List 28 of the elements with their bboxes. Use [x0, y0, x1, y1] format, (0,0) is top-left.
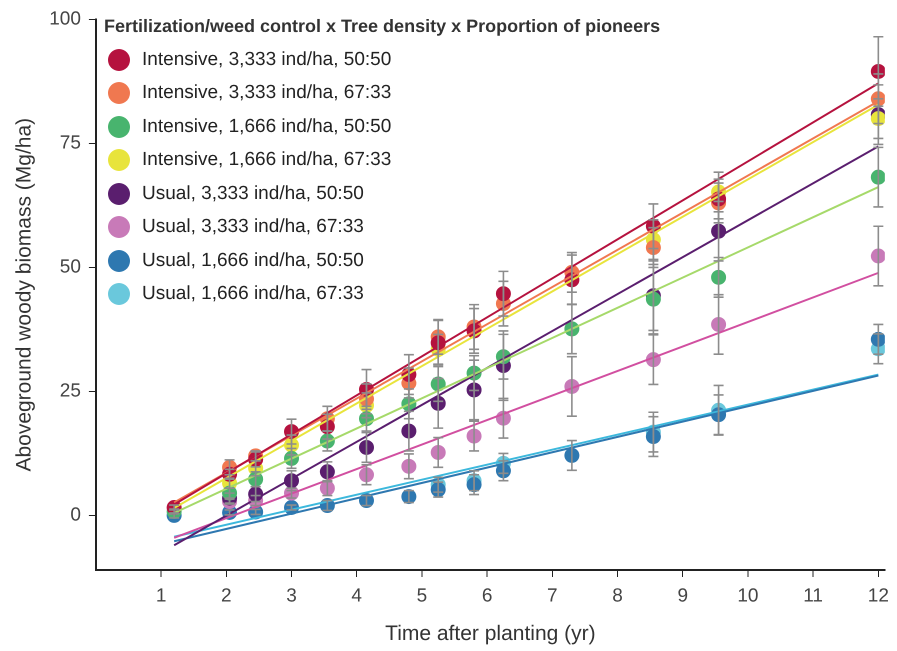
- legend-label: Usual, 1,666 ind/ha, 67:33: [142, 283, 364, 306]
- x-tick-label: 1: [156, 586, 166, 607]
- legend-label: Intensive, 1,666 ind/ha, 50:50: [142, 116, 392, 138]
- legend-label: Usual, 3,333 ind/ha, 67:33: [142, 216, 364, 238]
- x-tick-label: 7: [547, 586, 558, 607]
- y-tick-label: 50: [60, 256, 81, 278]
- y-tick-label: 25: [60, 380, 81, 402]
- x-tick-label: 11: [803, 586, 823, 607]
- x-tick-label: 9: [677, 586, 688, 607]
- x-tick-label: 4: [351, 586, 362, 607]
- x-tick-label: 5: [416, 586, 428, 607]
- legend-label: Intensive, 3,333 ind/ha, 67:33: [142, 82, 392, 104]
- x-tick-label: 2: [221, 586, 232, 607]
- y-tick-label: 100: [49, 8, 81, 30]
- legend-label: Intensive, 3,333 ind/ha, 50:50: [142, 48, 392, 71]
- legend-label: Usual, 3,333 ind/ha, 50:50: [142, 182, 364, 205]
- y-tick-label: 0: [70, 504, 81, 526]
- legend-label: Intensive, 1,666 ind/ha, 67:33: [142, 149, 392, 172]
- x-tick-label: 3: [286, 586, 297, 607]
- x-tick-label: 10: [737, 586, 758, 607]
- x-axis-title: Time after planting (yr): [385, 622, 596, 646]
- x-tick-label: 6: [482, 586, 492, 607]
- x-tick-label: 8: [612, 586, 623, 607]
- y-tick-label: 75: [60, 132, 81, 154]
- x-tick-label: 12: [868, 586, 889, 607]
- legend-label: Usual, 1,666 ind/ha, 50:50: [142, 250, 364, 272]
- legend-title: Fertilization/weed control x Tree density x Proportion of pioneers: [104, 16, 660, 37]
- y-axis-title: Aboveground woody biomass (Mg/ha): [12, 118, 36, 472]
